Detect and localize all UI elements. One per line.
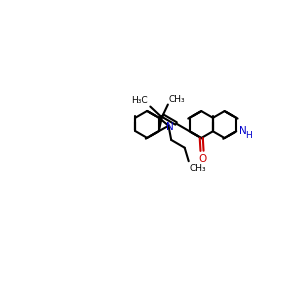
Text: O: O xyxy=(198,154,206,164)
Text: N: N xyxy=(166,122,174,131)
Text: CH₃: CH₃ xyxy=(169,95,185,104)
Text: H₃C: H₃C xyxy=(131,96,148,105)
Text: CH₃: CH₃ xyxy=(190,164,206,172)
Text: N: N xyxy=(239,126,247,136)
Text: H: H xyxy=(245,131,252,140)
